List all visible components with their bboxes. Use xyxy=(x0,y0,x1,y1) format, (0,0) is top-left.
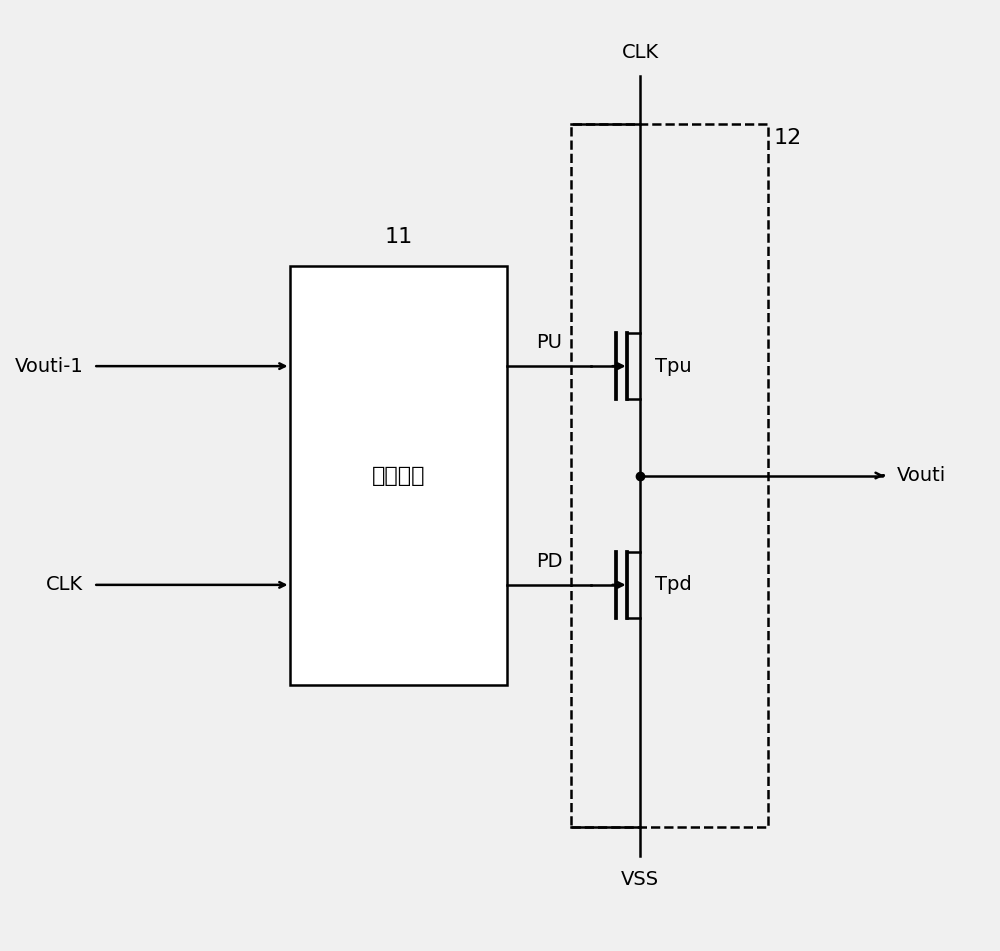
Text: Tpd: Tpd xyxy=(655,575,692,594)
Text: CLK: CLK xyxy=(622,43,659,62)
Text: PD: PD xyxy=(536,552,562,571)
Text: 12: 12 xyxy=(773,128,802,148)
Text: Tpu: Tpu xyxy=(655,357,692,376)
Text: CLK: CLK xyxy=(46,575,83,594)
Bar xyxy=(290,266,507,685)
Text: Vouti: Vouti xyxy=(897,466,946,485)
Bar xyxy=(571,124,768,827)
Text: 11: 11 xyxy=(385,227,413,247)
Text: VSS: VSS xyxy=(621,870,659,889)
Text: 控制单元: 控制单元 xyxy=(372,465,426,486)
Text: PU: PU xyxy=(536,333,562,352)
Text: Vouti-1: Vouti-1 xyxy=(15,357,83,376)
